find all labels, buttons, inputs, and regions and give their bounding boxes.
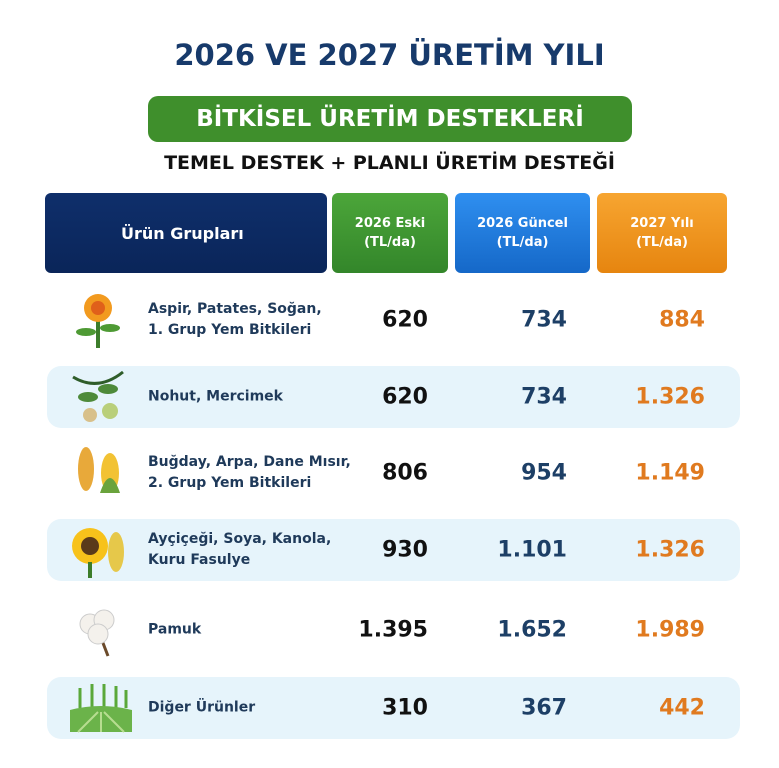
cell-value: 806 [382,460,428,486]
cell-value: 1.326 [635,537,705,563]
row-label-line: Nohut, Mercimek [148,388,283,405]
wheat-corn-icon [78,447,120,493]
cotton-icon [79,609,115,657]
row-label: Aspir, Patates, Soğan, 1. Grup Yem Bitkil… [148,299,322,341]
column-header: 2026 Güncel (TL/da) [455,193,590,273]
badge: BİTKİSEL ÜRETİM DESTEKLERİ [148,96,632,142]
safflower-icon [76,294,120,348]
row-label: Nohut, Mercimek [148,387,283,408]
cell-value: 1.149 [635,460,705,486]
cell-value: 1.652 [497,617,567,643]
row-label-line: 1. Grup Yem Bitkileri [148,322,312,338]
row-label-line: Buğday, Arpa, Dane Mısır, [148,454,351,470]
row-label-line: Ayçiçeği, Soya, Kanola, [148,531,332,547]
field-icon [70,684,132,733]
column-header-text: 2026 Güncel [477,216,568,231]
row-background [47,677,740,739]
column-header-text: 2026 Eski [354,216,426,231]
cell-value: 442 [659,695,705,721]
row-label-line: Diğer Ürünler [148,699,256,716]
badge-text: BİTKİSEL ÜRETİM DESTEKLERİ [196,106,584,132]
row-background [47,366,740,428]
cell-value: 734 [521,307,567,333]
row-background [47,519,740,581]
cell-value: 1.395 [358,617,428,643]
row-label-line: 2. Grup Yem Bitkileri [148,475,312,491]
column-header-text: 2027 Yılı [630,216,694,231]
row-label-line: Pamuk [148,621,202,638]
row-label-line: Kuru Fasulye [148,552,251,568]
row-label: Pamuk [148,620,201,641]
column-header: 2026 Eski (TL/da) [332,193,448,273]
column-header-text: (TL/da) [364,235,416,250]
cell-value: 1.101 [497,537,567,563]
chickpea-icon [72,370,124,422]
title: 2026 VE 2027 ÜRETİM YILI [174,38,605,72]
cell-value: 954 [521,460,567,486]
subtitle: TEMEL DESTEK + PLANLI ÜRETİM DESTEĞİ [164,152,615,174]
cell-value: 930 [382,537,428,563]
cell-value: 620 [382,384,428,410]
row-label: Ayçiçeği, Soya, Kanola, Kuru Fasulye [148,529,331,571]
column-header-text: (TL/da) [636,235,688,250]
cell-value: 620 [382,307,428,333]
column-header: Ürün Grupları [45,193,327,273]
cell-value: 367 [521,695,567,721]
column-header: 2027 Yılı (TL/da) [597,193,727,273]
row-label: Buğday, Arpa, Dane Mısır, 2. Grup Yem Bit… [148,452,351,494]
column-header-text: (TL/da) [496,235,549,250]
row-label: Diğer Ürünler [148,698,255,719]
cell-value: 884 [659,307,705,333]
cell-value: 734 [521,384,567,410]
sunflower-icon [72,528,124,578]
column-header-text: Ürün Grupları [121,223,244,243]
cell-value: 310 [382,695,428,721]
cell-value: 1.326 [635,384,705,410]
cell-value: 1.989 [635,617,705,643]
row-label-line: Aspir, Patates, Soğan, [148,301,322,317]
